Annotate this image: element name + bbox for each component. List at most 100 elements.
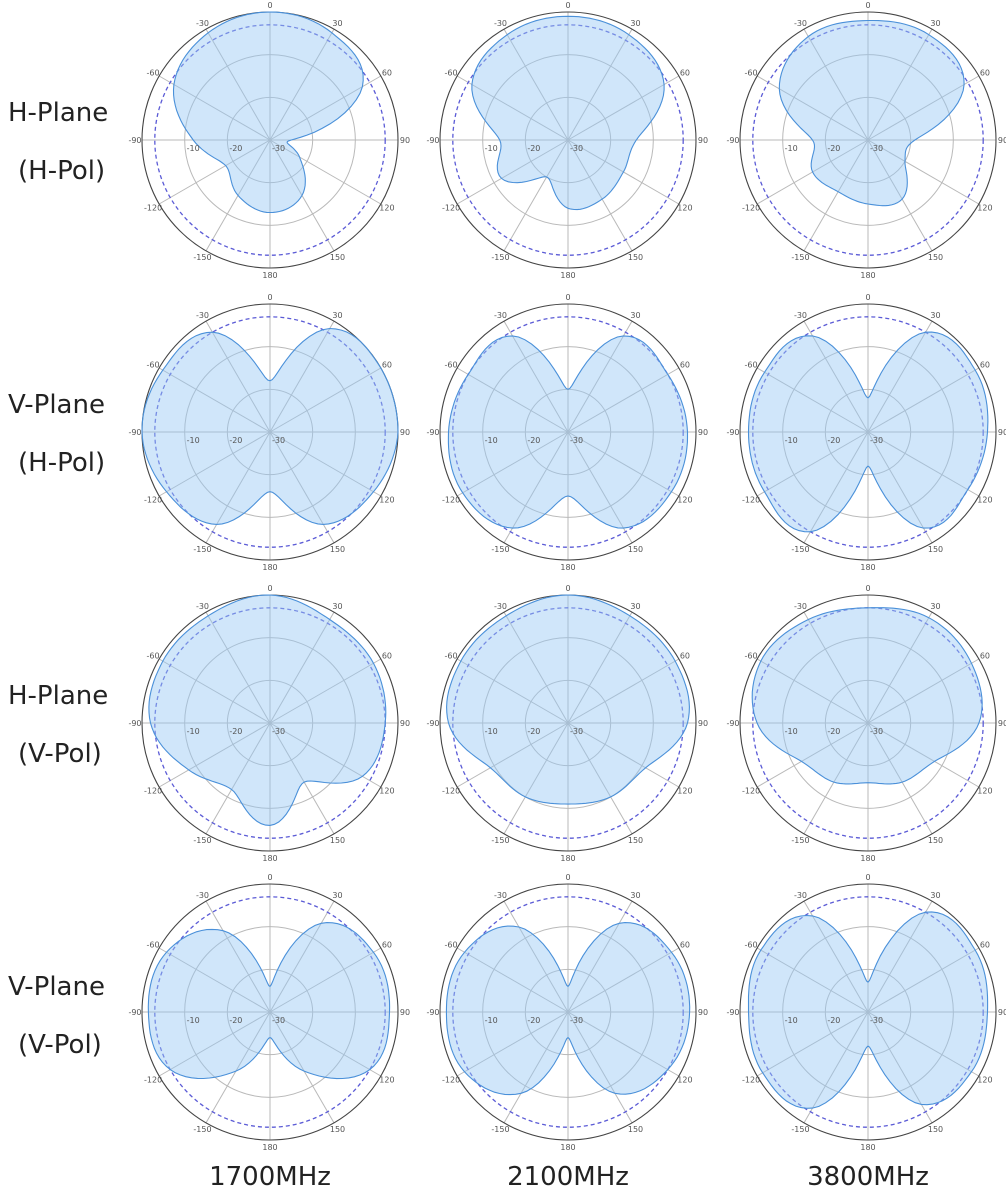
radial-tick-label: -10: [485, 436, 498, 445]
angle-tick-label: 60: [680, 652, 690, 661]
spoke-240: [756, 1011, 869, 1077]
reference-ring: [752, 316, 984, 548]
ring-20db: [226, 388, 314, 476]
radial-tick-label: -20: [527, 144, 540, 153]
spoke-240: [756, 431, 869, 497]
angle-tick-label: 60: [382, 652, 392, 661]
row-labels: H-Plane (H-Pol) V-Plane (H-Pol) H-Plane …: [8, 98, 108, 1060]
polar-plot-h-plane-h-pol-3800mhz: -10 -20 -30 0 30 60 90 120 150 180 -150 -120 -90 -60 -…: [726, 1, 1006, 280]
angle-tick-label: 180: [560, 1143, 575, 1152]
spoke-60: [567, 658, 680, 724]
angle-tick-label: -120: [144, 496, 162, 505]
angle-tick-label: 30: [930, 311, 940, 320]
radial-tick-label: -20: [527, 1016, 540, 1025]
spoke-240: [456, 722, 569, 788]
angle-tick-label: 0: [267, 873, 272, 882]
spoke-240: [456, 431, 569, 497]
column-label-3800: 3800MHz: [807, 1162, 929, 1192]
angle-tick-label: -90: [128, 1008, 141, 1017]
spoke-60: [867, 75, 980, 141]
angle-tick-label: 0: [865, 873, 870, 882]
spoke-240: [756, 722, 869, 788]
angle-tick-label: 120: [977, 204, 992, 213]
angle-tick-label: 60: [980, 652, 990, 661]
angle-tick-label: 0: [565, 873, 570, 882]
row-label-2-plane: V-Plane: [8, 390, 105, 420]
spoke-60: [269, 367, 382, 433]
radial-tick-label: -20: [229, 436, 242, 445]
column-label-1700: 1700MHz: [209, 1162, 331, 1192]
spoke-300: [456, 658, 569, 724]
angle-tick-label: 0: [267, 293, 272, 302]
radial-tick-label: -30: [870, 1016, 883, 1025]
radial-tick-label: -20: [229, 727, 242, 736]
ring-10db: [184, 926, 356, 1098]
reference-ring: [452, 316, 684, 548]
spoke-210: [503, 139, 569, 252]
angle-tick-label: -90: [426, 719, 439, 728]
angle-tick-label: 0: [565, 1, 570, 10]
ring-20db: [226, 96, 314, 184]
outer-ring: [439, 883, 697, 1141]
angle-tick-label: -90: [726, 136, 739, 145]
row-label-2-pol: (H-Pol): [18, 448, 105, 478]
spoke-120: [269, 431, 382, 497]
angle-tick-label: -30: [196, 311, 209, 320]
radial-tick-label: -20: [827, 727, 840, 736]
spoke-60: [269, 658, 382, 724]
angle-tick-label: 150: [928, 836, 943, 845]
radial-tick-label: -10: [485, 1016, 498, 1025]
spoke-60: [567, 367, 680, 433]
angle-tick-label: -60: [745, 652, 758, 661]
angle-tick-label: 60: [382, 941, 392, 950]
angle-tick-label: 90: [998, 136, 1006, 145]
radial-tick-label: -10: [485, 144, 498, 153]
spoke-30: [269, 900, 335, 1013]
angle-tick-label: -60: [445, 652, 458, 661]
ring-10db: [782, 346, 954, 518]
angle-tick-label: 30: [332, 602, 342, 611]
spoke-210: [503, 431, 569, 544]
radial-tick-label: -20: [229, 1016, 242, 1025]
angle-tick-label: -30: [196, 891, 209, 900]
column-labels: 1700MHz 2100MHz 3800MHz: [209, 1162, 929, 1192]
spoke-120: [867, 722, 980, 788]
angle-tick-label: -30: [196, 19, 209, 28]
angle-tick-label: -60: [147, 361, 160, 370]
polar-plot-v-plane-v-pol-2100mhz: -10 -20 -30 0 30 60 90 120 150 180 -150 -120 -90 -60 -…: [426, 873, 708, 1152]
spoke-30: [867, 28, 933, 141]
spoke-150: [567, 139, 633, 252]
spoke-300: [756, 367, 869, 433]
angle-tick-label: -150: [791, 545, 809, 554]
polar-plot-h-plane-h-pol-2100mhz: -10 -20 -30 0 30 60 90 120 150 180 -150 -120 -90 -60 -…: [426, 1, 708, 280]
polar-plot-v-plane-h-pol-3800mhz: -10 -20 -30 0 30 60 90 120 150 180 -150 -120 -90 -60 -…: [726, 293, 1006, 572]
spoke-120: [269, 1011, 382, 1077]
polar-plot-v-plane-v-pol-1700mhz: -10 -20 -30 0 30 60 90 120 150 180 -150 -120 -90 -60 -…: [128, 873, 410, 1152]
angle-tick-label: 90: [400, 719, 410, 728]
angle-tick-label: -120: [442, 496, 460, 505]
ring-10db: [782, 54, 954, 226]
angle-tick-label: 90: [998, 1008, 1006, 1017]
angle-tick-label: 0: [865, 584, 870, 593]
radial-tick-label: -30: [272, 144, 285, 153]
angle-tick-label: -60: [745, 941, 758, 950]
angle-tick-label: 120: [677, 204, 692, 213]
angle-tick-label: 30: [930, 602, 940, 611]
angle-tick-label: 150: [628, 1125, 643, 1134]
angle-tick-label: 120: [977, 1076, 992, 1085]
radial-tick-label: -20: [229, 144, 242, 153]
outer-ring: [141, 883, 399, 1141]
angle-tick-label: -60: [147, 941, 160, 950]
angle-tick-label: 120: [379, 496, 394, 505]
angle-tick-label: 180: [262, 563, 277, 572]
angle-tick-label: -120: [144, 787, 162, 796]
spoke-240: [456, 1011, 569, 1077]
polar-plot-v-plane-h-pol-2100mhz: -10 -20 -30 0 30 60 90 120 150 180 -150 -120 -90 -60 -…: [426, 293, 708, 572]
radial-tick-label: -30: [570, 727, 583, 736]
spoke-150: [867, 722, 933, 835]
angle-tick-label: 60: [980, 361, 990, 370]
angle-tick-label: 90: [998, 428, 1006, 437]
ring-20db: [524, 968, 612, 1056]
row-label-1-pol: (H-Pol): [18, 156, 105, 186]
